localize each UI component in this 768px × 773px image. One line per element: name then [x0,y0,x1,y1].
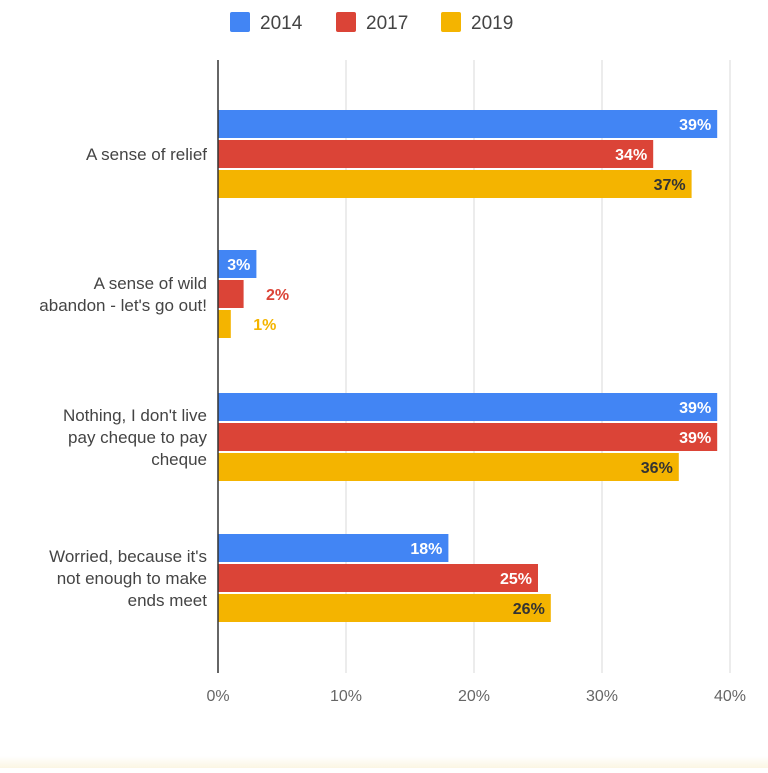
category-label-line: abandon - let's go out! [39,296,207,315]
x-axis-tick-labels: 0% 10% 20% 30% 40% [206,688,746,705]
data-label-2017-cat2: 39% [679,430,711,447]
category-label-line: Nothing, I don't live [63,406,207,425]
bar-2017-cat1 [218,280,244,308]
data-label-2014-cat2: 39% [679,400,711,417]
data-label-2019-cat3: 26% [513,601,545,618]
bar-2014-cat2 [218,393,718,421]
data-label-2019-cat1: 1% [253,317,276,334]
x-tick-label: 40% [714,688,746,705]
bar-2019-cat3 [218,594,551,622]
data-label-2017-cat0: 34% [615,147,647,164]
category-label-3: Worried, because it's not enough to make e… [49,547,207,610]
bar-2019-cat1 [218,310,231,338]
category-label-line: Worried, because it's [49,547,207,566]
data-label-2014-cat1: 3% [227,257,250,274]
data-label-2019-cat0: 37% [654,177,686,194]
legend-label-2019: 2019 [471,13,513,34]
category-label-2: Nothing, I don't live pay cheque to pay ch… [63,406,208,469]
category-labels: A sense of relief A sense of wild abandon … [39,145,207,610]
data-label-2019-cat2: 36% [641,460,673,477]
legend-swatch-2014 [230,12,250,32]
x-tick-label: 10% [330,688,362,705]
data-label-2014-cat0: 39% [679,117,711,134]
legend-swatch-2019 [441,12,461,32]
bar-2017-cat3 [218,564,538,592]
legend-label-2017: 2017 [366,13,408,34]
category-label-line: pay cheque to pay [68,428,207,447]
category-label-line: A sense of relief [86,145,207,164]
bar-2014-cat0 [218,110,718,138]
bar-2017-cat2 [218,423,718,451]
category-label-line: A sense of wild [94,274,207,293]
category-label-0: A sense of relief [86,145,207,164]
bar-2017-cat0 [218,140,654,168]
data-label-2017-cat1: 2% [266,287,289,304]
x-tick-label: 30% [586,688,618,705]
bar-2014-cat3 [218,534,449,562]
bar-2014-cat1 [218,250,257,278]
category-label-line: cheque [151,450,207,469]
data-label-2014-cat3: 18% [410,541,442,558]
category-label-1: A sense of wild abandon - let's go out! [39,274,207,315]
x-tick-label: 20% [458,688,490,705]
category-label-line: not enough to make [57,569,207,588]
bar-2019-cat0 [218,170,692,198]
legend: 2014 2017 2019 [230,12,513,34]
data-label-2017-cat3: 25% [500,571,532,588]
bar-2019-cat2 [218,453,679,481]
legend-swatch-2017 [336,12,356,32]
x-tick-label: 0% [206,688,229,705]
legend-label-2014: 2014 [260,13,303,34]
bars: 39% 34% 37% 3% 2% 1% 39% 39% 36% 18% 25% 26% [218,110,718,622]
category-label-line: ends meet [128,591,208,610]
footer-band [0,756,768,768]
